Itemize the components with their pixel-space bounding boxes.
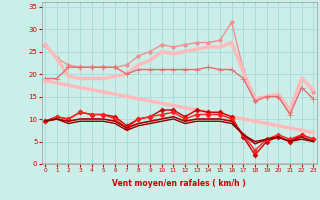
X-axis label: Vent moyen/en rafales ( km/h ): Vent moyen/en rafales ( km/h ) <box>112 179 246 188</box>
